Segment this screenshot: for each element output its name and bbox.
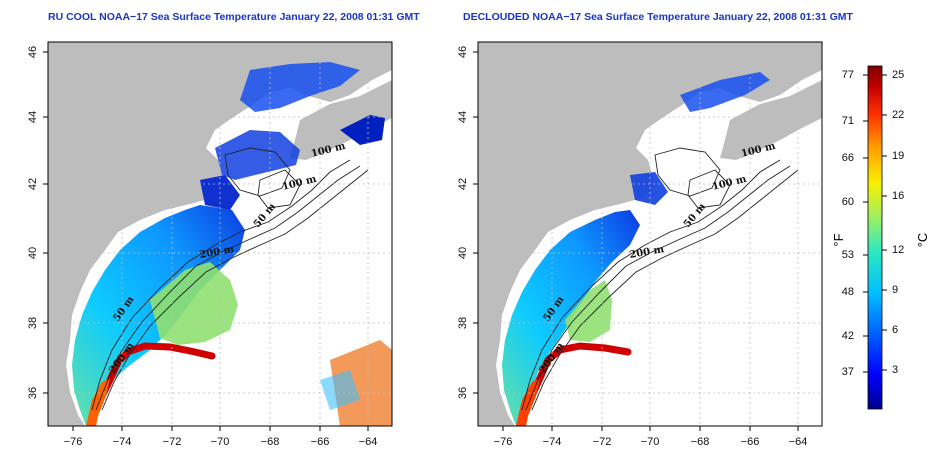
celsius-tick: 9 [892,284,898,296]
celsius-tick: 19 [892,150,904,162]
y-tick-label: 46 [27,46,39,58]
x-tick-label: −76 [494,436,513,448]
x-tick-label: −72 [593,436,612,448]
y-tick-label: 46 [457,46,469,58]
fahrenheit-tick: 66 [842,152,854,164]
fahrenheit-tick: 77 [842,69,854,81]
left-y-axis: 46 44 42 40 38 36 [27,46,48,399]
y-tick-label: 36 [457,387,469,399]
right-nova-scotia [720,80,822,160]
x-tick-label: −74 [543,436,562,448]
left-bathymetry-contours [91,147,369,411]
left-gulf-of-maine-sst-upper [240,62,360,112]
y-tick-label: 38 [457,317,469,329]
left-nova-scotia [290,80,392,160]
left-gulf-stream [96,342,216,404]
x-tick-label: −66 [741,436,760,448]
right-gulf-of-maine-sst [630,172,668,205]
x-tick-label: −70 [641,436,660,448]
right-map [478,42,822,426]
left-gulf-of-maine-sst [215,130,300,180]
right-gulf-of-maine-sst-upper [680,72,770,112]
x-tick-label: −64 [359,436,378,448]
y-tick-label: 44 [27,111,39,123]
fahrenheit-tick: 60 [842,196,854,208]
x-tick-label: −68 [261,436,280,448]
x-tick-label: −66 [311,436,330,448]
left-gridlines [48,42,392,426]
celsius-tick: 3 [892,364,898,376]
right-sst-offshore [565,280,612,342]
fahrenheit-tick: 53 [842,249,854,261]
left-x-axis: −76 −74 −72 −70 −68 −66 −64 [64,426,378,448]
celsius-tick: 22 [892,109,904,121]
celsius-unit-label: °C [915,233,930,248]
x-tick-label: −70 [211,436,230,448]
right-landmass [478,42,822,426]
right-y-axis: 46 44 42 40 38 36 [457,46,478,399]
fahrenheit-tick: 42 [842,330,854,342]
y-tick-label: 42 [27,178,39,190]
celsius-tick: 16 [892,190,904,202]
y-tick-label: 36 [27,387,39,399]
y-tick-label: 38 [27,317,39,329]
y-tick-label: 44 [457,111,469,123]
left-landmass [48,42,392,426]
right-x-axis: −76 −74 −72 −70 −68 −66 −64 [494,426,808,448]
left-map [48,42,392,426]
x-tick-label: −74 [113,436,132,448]
colorbar: 77 71 66 60 53 48 42 37 25 22 19 16 12 9… [831,65,930,410]
celsius-tick: 25 [892,69,904,81]
right-map-title: DECLOUDED NOAA−17 Sea Surface Temperatur… [463,11,853,23]
y-tick-label: 40 [27,247,39,259]
right-gridlines [478,42,822,426]
x-tick-label: −76 [64,436,83,448]
fahrenheit-tick: 37 [842,366,854,378]
y-tick-label: 42 [457,178,469,190]
fahrenheit-tick: 71 [842,115,854,127]
fahrenheit-unit-label: °F [831,233,846,246]
colorbar-gradient [867,65,883,410]
left-map-title: RU COOL NOAA−17 Sea Surface Temperature … [48,11,420,23]
x-tick-label: −64 [789,436,808,448]
left-scotian-shelf-sst [340,115,385,145]
x-tick-label: −68 [691,436,710,448]
celsius-tick: 6 [892,324,898,336]
right-bathymetry-contours [521,147,799,411]
x-tick-label: −72 [163,436,182,448]
celsius-tick: 12 [892,244,904,256]
y-tick-label: 40 [457,247,469,259]
fahrenheit-tick: 48 [842,286,854,298]
